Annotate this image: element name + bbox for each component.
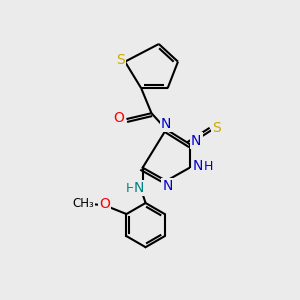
Text: O: O bbox=[99, 197, 110, 211]
Text: H: H bbox=[126, 182, 135, 195]
Text: S: S bbox=[116, 53, 125, 67]
Text: N: N bbox=[193, 159, 203, 173]
Text: N: N bbox=[161, 117, 171, 131]
Text: H: H bbox=[203, 160, 213, 173]
Text: S: S bbox=[212, 121, 220, 135]
Text: O: O bbox=[114, 112, 124, 125]
Text: N: N bbox=[134, 181, 144, 195]
Text: N: N bbox=[191, 134, 201, 148]
Text: CH₃: CH₃ bbox=[72, 197, 94, 210]
Text: N: N bbox=[163, 179, 173, 193]
